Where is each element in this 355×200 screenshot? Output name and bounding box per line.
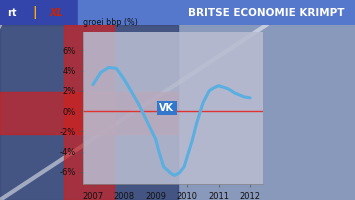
Text: rt: rt xyxy=(7,7,16,18)
Bar xyxy=(78,0,355,25)
Bar xyxy=(64,25,114,200)
Text: groei bbp (%): groei bbp (%) xyxy=(83,18,138,27)
Text: VK: VK xyxy=(159,103,174,113)
Bar xyxy=(206,32,263,184)
Text: BRITSE ECONOMIE KRIMPT: BRITSE ECONOMIE KRIMPT xyxy=(188,7,344,18)
Text: |: | xyxy=(33,6,38,19)
Text: XL: XL xyxy=(49,7,63,18)
Bar xyxy=(0,92,178,134)
Bar xyxy=(0,25,178,200)
